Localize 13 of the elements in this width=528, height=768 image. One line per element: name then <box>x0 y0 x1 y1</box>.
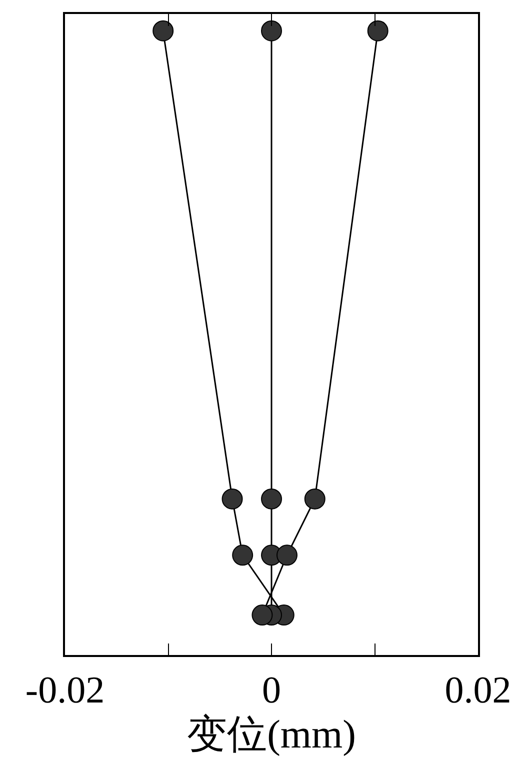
x-tick-label: 0.02 <box>444 669 512 712</box>
point <box>304 488 326 510</box>
point <box>367 20 388 42</box>
point <box>232 544 254 566</box>
point <box>276 544 298 566</box>
x-tick-label: 0 <box>262 669 281 712</box>
point <box>152 20 174 42</box>
point <box>252 604 273 626</box>
point <box>261 20 282 42</box>
x-tick-label: -0.02 <box>25 669 105 712</box>
point <box>261 488 282 510</box>
x-axis-title: 变位(mm) <box>187 711 356 756</box>
point <box>222 488 243 510</box>
